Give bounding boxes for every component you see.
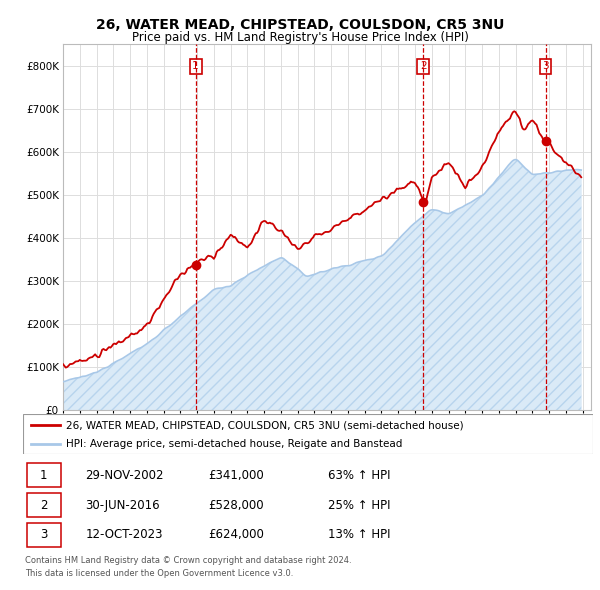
Text: £341,000: £341,000 bbox=[208, 468, 264, 481]
FancyBboxPatch shape bbox=[27, 493, 61, 517]
Text: Price paid vs. HM Land Registry's House Price Index (HPI): Price paid vs. HM Land Registry's House … bbox=[131, 31, 469, 44]
Text: 3: 3 bbox=[542, 61, 549, 71]
FancyBboxPatch shape bbox=[27, 523, 61, 547]
Text: 1: 1 bbox=[40, 468, 47, 481]
Text: HPI: Average price, semi-detached house, Reigate and Banstead: HPI: Average price, semi-detached house,… bbox=[65, 440, 402, 449]
Text: 1: 1 bbox=[192, 61, 199, 71]
Text: 2: 2 bbox=[420, 61, 427, 71]
Text: £528,000: £528,000 bbox=[208, 499, 263, 512]
Text: 63% ↑ HPI: 63% ↑ HPI bbox=[328, 468, 390, 481]
Text: 25% ↑ HPI: 25% ↑ HPI bbox=[328, 499, 390, 512]
Text: Contains HM Land Registry data © Crown copyright and database right 2024.: Contains HM Land Registry data © Crown c… bbox=[25, 556, 352, 565]
Text: 30-JUN-2016: 30-JUN-2016 bbox=[86, 499, 160, 512]
Text: £624,000: £624,000 bbox=[208, 529, 264, 542]
Text: This data is licensed under the Open Government Licence v3.0.: This data is licensed under the Open Gov… bbox=[25, 569, 293, 578]
Text: 26, WATER MEAD, CHIPSTEAD, COULSDON, CR5 3NU (semi-detached house): 26, WATER MEAD, CHIPSTEAD, COULSDON, CR5… bbox=[65, 421, 463, 431]
Text: 2: 2 bbox=[40, 499, 47, 512]
FancyBboxPatch shape bbox=[27, 463, 61, 487]
FancyBboxPatch shape bbox=[23, 414, 593, 454]
Text: 26, WATER MEAD, CHIPSTEAD, COULSDON, CR5 3NU: 26, WATER MEAD, CHIPSTEAD, COULSDON, CR5… bbox=[96, 18, 504, 32]
Text: 29-NOV-2002: 29-NOV-2002 bbox=[86, 468, 164, 481]
Text: 3: 3 bbox=[40, 529, 47, 542]
Text: 12-OCT-2023: 12-OCT-2023 bbox=[86, 529, 163, 542]
Text: 13% ↑ HPI: 13% ↑ HPI bbox=[328, 529, 390, 542]
